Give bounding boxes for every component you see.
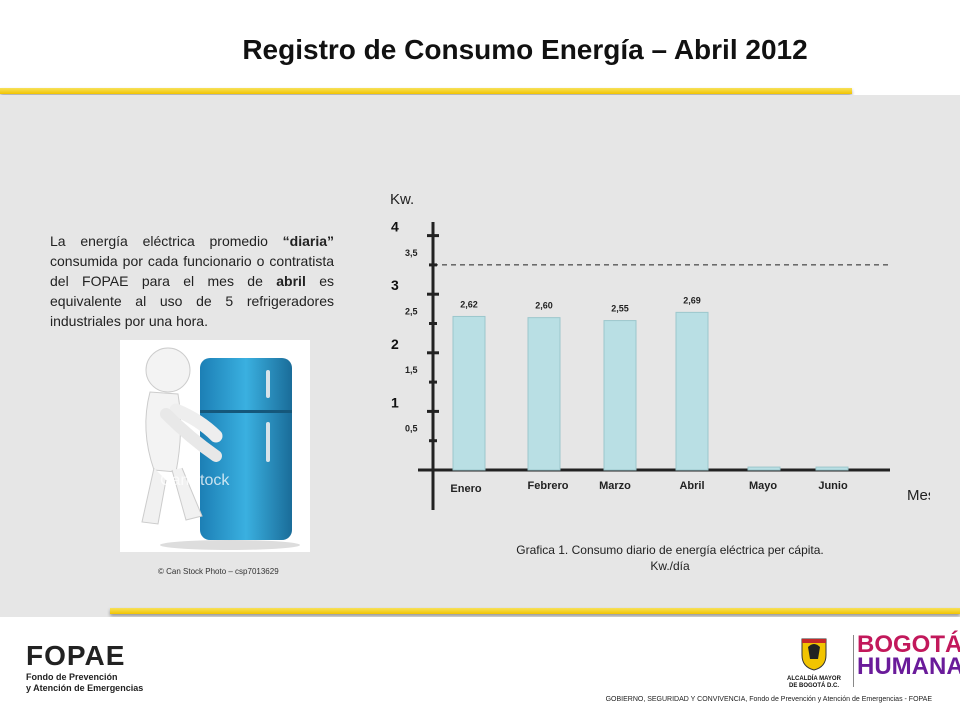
y-minor-tick-label: 2,5 xyxy=(405,307,418,317)
caption-line-1: Grafica 1. Consumo diario de energía elé… xyxy=(516,543,824,557)
bar xyxy=(675,311,709,471)
fopae-logo-sub-2: y Atención de Emergencias xyxy=(26,683,144,693)
bar xyxy=(527,317,561,471)
fopae-logo-text: FOPAE xyxy=(26,640,126,671)
x-category-label: Marzo xyxy=(599,480,631,492)
y-major-tick-label: 4 xyxy=(391,219,399,235)
x-category-label: Enero xyxy=(450,483,481,495)
footer xyxy=(0,617,960,720)
bar-data-label: 2,55 xyxy=(611,304,629,314)
consumption-chart: 1 2 3 4 0,5 1,5 2,5 3,5 2,62 Enero 2,60 Febrero 2,55… xyxy=(370,180,935,525)
coat-of-arms-icon xyxy=(801,638,827,671)
bar xyxy=(747,466,781,471)
description-bold-1: “diaria” xyxy=(282,233,334,249)
y-minor-tick-label: 0,5 xyxy=(405,424,418,434)
y-major-tick-label: 1 xyxy=(391,394,399,410)
y-major-tick-label: 2 xyxy=(391,336,399,352)
government-footer-text: GOBIERNO, SEGURIDAD Y CONVIVENCIA, Fondo… xyxy=(605,696,932,703)
fopae-logo-sub-1: Fondo de Prevención xyxy=(26,672,118,682)
fopae-logo: FOPAE Fondo de Prevención y Atención de … xyxy=(26,640,143,694)
alcaldia-text-2: DE BOGOTÁ D.C. xyxy=(788,683,839,689)
y-minor-tick-label: 3,5 xyxy=(405,248,418,258)
bar-data-label: 2,62 xyxy=(460,299,478,309)
page-title: Registro de Consumo Energía – Abril 2012 xyxy=(242,34,808,65)
bar-data-label: 2,60 xyxy=(535,301,553,311)
y-minor-tick-label: 1,5 xyxy=(405,365,418,375)
photo-credit: © Can Stock Photo – csp7013629 xyxy=(158,567,279,576)
bogota-logo-line-2: HUMANA xyxy=(857,653,960,680)
alcaldia-text-1: ALCALDÍA MAYOR xyxy=(787,676,841,682)
watermark-text: CanStock xyxy=(160,472,230,489)
x-category-label: Febrero xyxy=(528,480,569,492)
description-part-2: consumida por cada funcionario o contrat… xyxy=(50,253,334,289)
fridge-illustration: CanStock xyxy=(120,340,310,552)
bogota-humana-logo: BOGOTÁ HUMANA xyxy=(857,633,960,680)
bar-data-label: 2,69 xyxy=(683,295,701,305)
alcaldia-logo: ALCALDÍA MAYOR DE BOGOTÁ D.C. xyxy=(782,637,846,690)
logo-divider xyxy=(853,635,854,687)
bottom-divider xyxy=(110,608,960,614)
y-major-tick-label: 3 xyxy=(391,277,399,293)
fridge-figure-icon: CanStock xyxy=(141,347,300,550)
bar-chart-svg: 1 2 3 4 0,5 1,5 2,5 3,5 2,62 Enero 2,60 Febrero 2,55… xyxy=(390,191,935,510)
x-category-label: Mayo xyxy=(749,480,777,492)
x-axis-title: Mes xyxy=(907,487,930,504)
description-part-1: La energía eléctrica promedio xyxy=(50,233,283,249)
description-part-3: es equivalente al uso de 5 refrigeradore… xyxy=(50,273,334,329)
top-divider xyxy=(0,88,852,94)
description-text: La energía eléctrica promedio “diaria” c… xyxy=(50,231,334,331)
y-axis-title: Kw. xyxy=(390,191,414,208)
chart-caption: Grafica 1. Consumo diario de energía elé… xyxy=(470,542,870,574)
caption-line-2: Kw./día xyxy=(650,559,690,573)
bar xyxy=(815,466,849,471)
bar xyxy=(452,315,486,471)
description-bold-2: abril xyxy=(276,273,306,289)
bar xyxy=(603,320,637,471)
x-category-label: Abril xyxy=(679,480,704,492)
x-category-label: Junio xyxy=(818,480,848,492)
